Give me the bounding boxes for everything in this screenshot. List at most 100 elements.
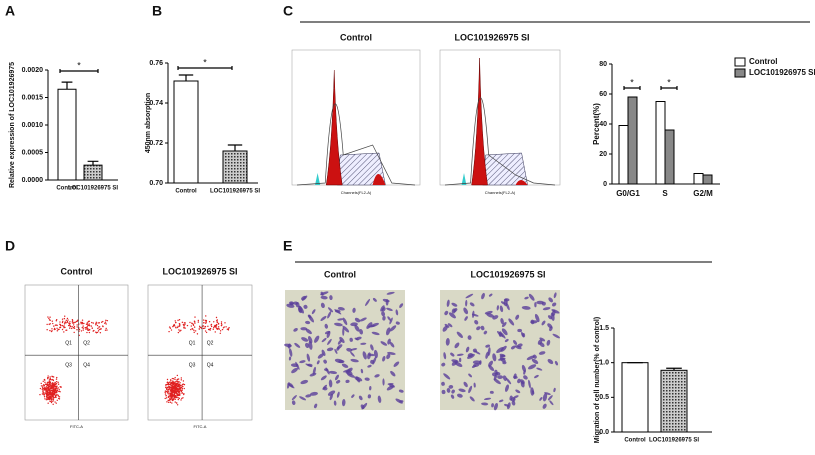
cell bbox=[295, 361, 300, 370]
cell bbox=[454, 361, 463, 368]
cell bbox=[334, 348, 338, 354]
significance-bracket bbox=[177, 66, 233, 70]
scatter-dot bbox=[60, 386, 62, 388]
histogram-g2 bbox=[515, 180, 528, 185]
cell bbox=[389, 325, 397, 332]
scatter-dot bbox=[56, 324, 58, 327]
cell bbox=[520, 331, 525, 338]
scatter-dot bbox=[68, 324, 71, 326]
error-bar bbox=[666, 367, 682, 371]
scatter-dot bbox=[46, 397, 48, 399]
scatter-dot bbox=[48, 389, 50, 392]
scatter-dot bbox=[61, 318, 64, 320]
bar bbox=[660, 369, 688, 433]
scatter-dot bbox=[52, 400, 54, 403]
scatter-dot bbox=[50, 400, 52, 403]
scatter-dot bbox=[105, 327, 107, 330]
cell bbox=[291, 400, 296, 406]
cell bbox=[441, 389, 446, 395]
scatter-dot bbox=[194, 330, 197, 332]
scatter-dot bbox=[226, 328, 229, 330]
cell bbox=[502, 375, 507, 381]
scatter-dot bbox=[177, 319, 179, 322]
cell bbox=[448, 312, 456, 319]
bar bbox=[621, 362, 649, 433]
scatter-dot bbox=[48, 379, 51, 381]
cell bbox=[501, 321, 507, 328]
cell bbox=[342, 317, 348, 326]
cell bbox=[390, 370, 396, 377]
x-tick-label: Control bbox=[56, 186, 78, 192]
scatter-dot bbox=[55, 378, 58, 380]
y-axis-label: Percent(%) bbox=[592, 103, 601, 145]
error-bar bbox=[61, 81, 73, 90]
cell bbox=[289, 302, 294, 306]
scatter-dot bbox=[173, 390, 176, 392]
scatter-dot bbox=[213, 325, 216, 328]
scatter-dot bbox=[43, 396, 46, 398]
cell bbox=[308, 314, 315, 323]
cell bbox=[517, 328, 523, 333]
cell bbox=[506, 402, 511, 410]
scatter-dot bbox=[49, 376, 51, 378]
scatter-dot bbox=[172, 387, 174, 389]
y-tick-label: 0.0020 bbox=[22, 67, 44, 74]
scatter-dot bbox=[216, 327, 218, 330]
scatter-dot bbox=[202, 325, 205, 327]
scatter-dot bbox=[220, 321, 223, 323]
cell bbox=[386, 291, 395, 295]
cell bbox=[300, 327, 308, 331]
quadrant-label: Q1 bbox=[189, 341, 196, 347]
scatter-dot bbox=[76, 326, 78, 328]
histogram-outline bbox=[444, 97, 556, 186]
cell bbox=[517, 343, 523, 348]
cell bbox=[520, 379, 525, 385]
scatter-dot bbox=[53, 388, 55, 391]
cell bbox=[456, 331, 464, 338]
cell bbox=[305, 320, 311, 325]
scatter-dot bbox=[55, 319, 58, 321]
cell bbox=[327, 338, 332, 345]
scatter-dot bbox=[197, 321, 200, 323]
cell bbox=[489, 390, 494, 394]
cell bbox=[321, 349, 326, 356]
scatter-dot bbox=[50, 396, 52, 399]
cell bbox=[497, 357, 506, 361]
cell bbox=[359, 328, 363, 335]
scatter-dot bbox=[56, 393, 58, 396]
x-tick-label: Control bbox=[175, 189, 197, 195]
scatter-dot bbox=[223, 326, 225, 328]
bar bbox=[618, 125, 629, 185]
scatter-dot bbox=[49, 393, 51, 396]
scatter-dot bbox=[80, 322, 82, 325]
scatter-dot bbox=[182, 323, 185, 326]
scatter-dot bbox=[216, 319, 219, 321]
scatter-dot bbox=[209, 327, 212, 330]
scatter-dot bbox=[181, 397, 183, 400]
cell bbox=[362, 351, 367, 360]
scatter-dot bbox=[196, 333, 199, 335]
cell bbox=[441, 362, 446, 367]
cell bbox=[293, 301, 299, 305]
scatter-dot bbox=[165, 386, 167, 389]
scatter-dot bbox=[184, 327, 186, 329]
scatter-dot bbox=[78, 334, 80, 337]
scatter-dot bbox=[66, 317, 69, 320]
cell bbox=[547, 323, 553, 329]
cell bbox=[444, 310, 449, 316]
scatter-dot bbox=[189, 321, 191, 324]
scatter-dot bbox=[175, 402, 178, 404]
scatter-dot bbox=[73, 326, 76, 328]
scatter-dot bbox=[215, 316, 218, 319]
scatter-dot bbox=[72, 327, 75, 329]
scatter-dot bbox=[97, 322, 99, 324]
scatter-dot bbox=[179, 330, 181, 332]
scatter-dot bbox=[54, 388, 57, 390]
scatter-dot bbox=[52, 390, 54, 393]
quadrant-label: Q1 bbox=[65, 341, 72, 347]
scatter-dot bbox=[179, 324, 181, 326]
scatter-dot bbox=[102, 325, 104, 328]
y-tick-label: 40 bbox=[599, 121, 607, 128]
scatter-dot bbox=[50, 391, 52, 394]
cell bbox=[360, 404, 365, 410]
